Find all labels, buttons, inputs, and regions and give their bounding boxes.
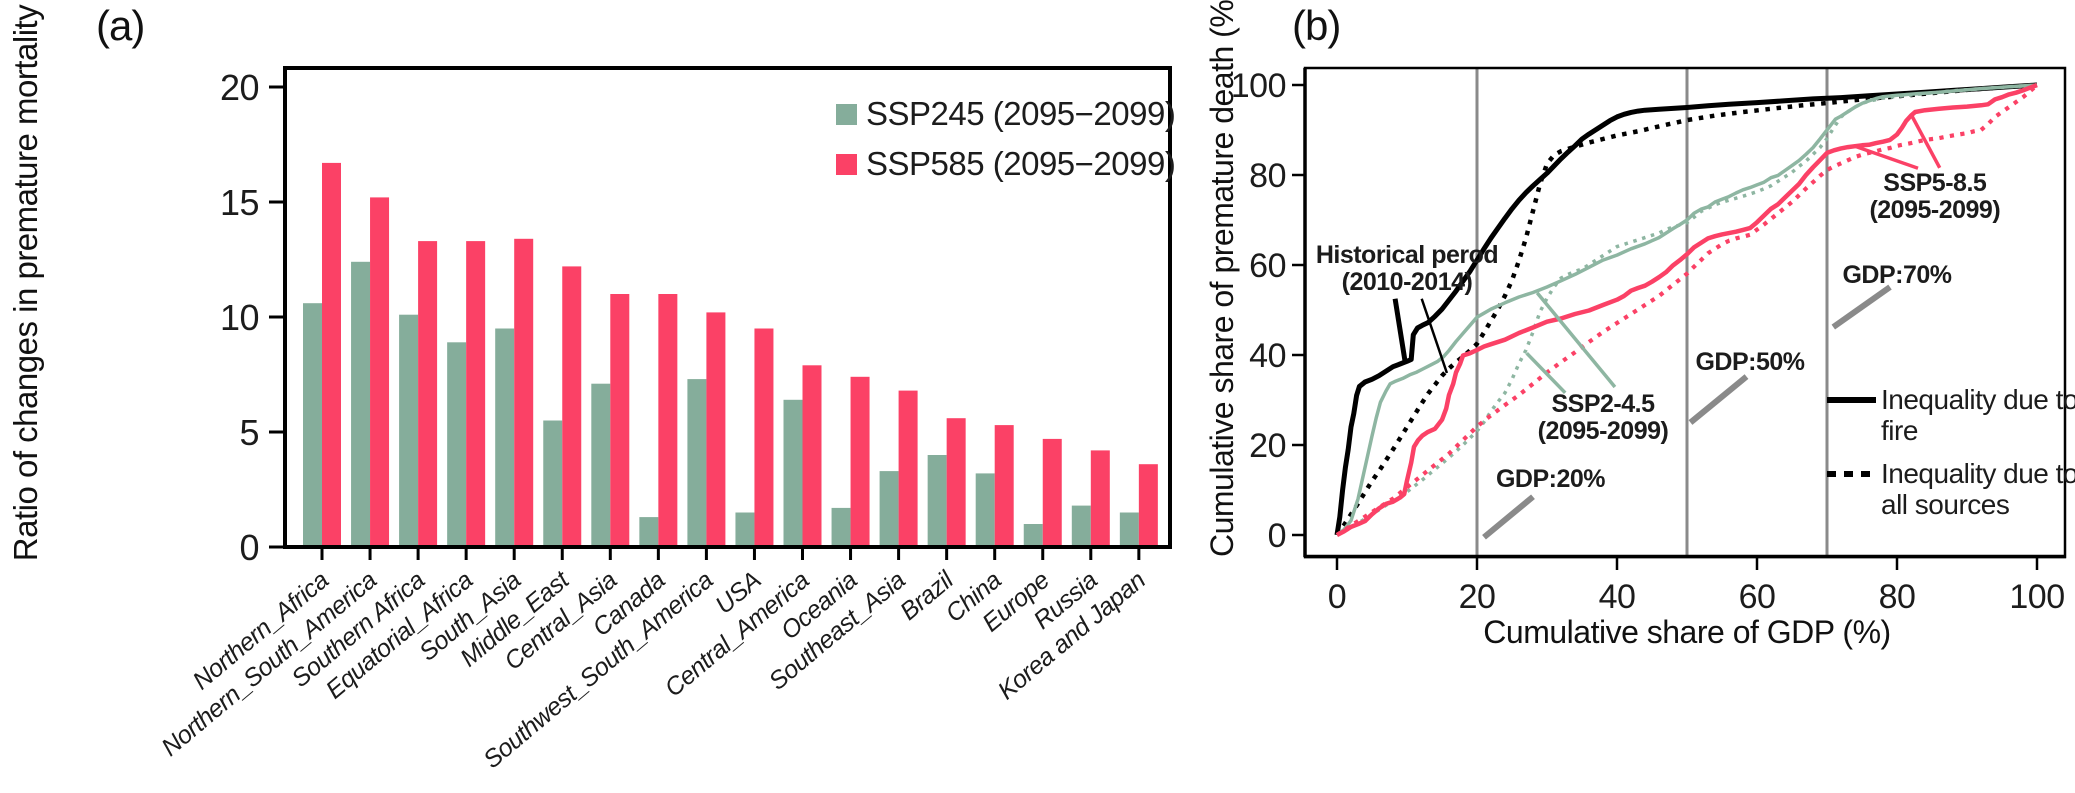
curve-solid [1335,82,2038,538]
bar-ssp585 [466,241,486,547]
bar-ssp585 [706,312,726,547]
annotation-ssp585: SSP5-8.5 [1883,169,1987,197]
y-tick-label: 0 [239,527,259,568]
bar-ssp245 [687,379,707,547]
annotation-ssp245: (2095-2099) [1538,417,1669,445]
bar-ssp585 [514,238,534,548]
bar-ssp585 [322,162,341,547]
panel-a-title: (a) [96,2,145,49]
bar-ssp245 [591,383,611,547]
bar-ssp245 [783,399,803,547]
annotation-ssp585: (2095-2099) [1869,196,2000,224]
bar-ssp585 [610,294,630,547]
y-tick-label: 0 [1268,517,1286,555]
bar-ssp585 [658,294,678,547]
bar-ssp585 [1090,450,1110,547]
annotation-pointer-ssp245 [1535,291,1617,389]
legend-swatch [836,154,857,175]
bar-ssp585 [802,365,822,547]
x-tick-label: 80 [1879,578,1916,616]
bar-ssp245 [975,473,995,547]
annotation-pointer-ssp585 [1853,144,1919,170]
y-tick-label: 40 [1249,337,1286,375]
bar-ssp245 [495,328,515,547]
bar-ssp585 [754,328,774,547]
annotation-pointer-ssp245 [1525,351,1567,395]
bar-ssp245 [1119,512,1139,547]
bar-ssp245 [351,261,371,547]
bar-ssp585 [946,418,966,547]
bar-ssp585 [850,376,870,547]
bar-ssp585 [898,390,918,547]
bar-ssp245 [927,455,947,547]
x-tick-label: 40 [1599,578,1636,616]
annotation-pointer-historical [1420,298,1449,374]
legend-label: Inequality due to [1881,458,2075,489]
legend-label: SSP585 (2095−2099) [866,145,1175,182]
bar-ssp585 [1138,464,1158,547]
legend-label: all sources [1881,489,2009,520]
annotation-ssp245: SSP2-4.5 [1551,390,1655,418]
bar-ssp585 [418,241,438,547]
annotation-pointer-gdp20 [1482,494,1535,540]
bar-ssp245 [543,420,563,547]
y-tick-label: 5 [239,412,259,453]
bar-ssp245 [639,517,659,547]
curve-dotted [1335,83,2039,537]
panel-a-frame [283,66,1172,549]
y-tick-label: 20 [220,67,259,108]
legend-label: SSP245 (2095−2099) [866,95,1175,132]
panel-a-y-axis-label: Ratio of changes in premature mortality [7,4,44,562]
bar-ssp585 [562,266,582,547]
panel-b-x-axis-label: Cumulative share of GDP (%) [1483,614,1891,650]
bar-ssp245 [1023,524,1043,547]
annotation-historical: Historical perod [1316,241,1498,269]
bar-ssp245 [879,471,899,547]
x-tick-label: 0 [1328,578,1346,616]
bar-ssp245 [1071,505,1091,547]
legend-label: Inequality due to [1881,384,2075,415]
y-tick-label: 10 [220,297,259,338]
curve-solid [1334,82,2038,536]
legend-swatch [836,104,857,125]
annotation-historical: (2010-2014) [1342,268,1473,296]
x-tick-label: 20 [1459,578,1496,616]
bar-ssp245 [447,342,467,547]
panel-a-bar-chart: 05101520Northern_AfricaNorthern_South_Am… [156,66,1176,774]
annotation-gdp50: GDP:50% [1695,348,1804,376]
annotation-pointer-gdp50 [1688,374,1749,425]
panel-b-line-chart: 0 20 40 60 80 100 0 20 40 60 80 100 Historical perod… [1231,66,2075,616]
bar-ssp245 [735,512,755,547]
bar-ssp585 [994,425,1014,547]
panel-b-title: (b) [1292,2,1341,49]
annotation-gdp20: GDP:20% [1496,465,1605,493]
annotation-gdp70: GDP:70% [1842,261,1951,289]
bar-ssp245 [399,314,419,547]
y-tick-label: 20 [1249,427,1286,465]
y-tick-label: 100 [1231,67,1286,105]
y-tick-label: 60 [1249,247,1286,285]
x-tick-label: 60 [1739,578,1776,616]
bar-ssp245 [831,507,851,547]
bar-ssp245 [303,303,322,547]
y-tick-label: 15 [220,182,259,223]
bar-ssp585 [370,197,390,547]
bar-ssp585 [1042,438,1062,547]
annotation-pointer-ssp585 [1909,113,1942,169]
annotation-pointer-gdp70 [1831,284,1892,330]
annotation-pointer-historical [1392,298,1408,361]
y-tick-label: 80 [1249,157,1286,195]
legend-label: fire [1881,415,1918,446]
x-tick-label: 100 [2009,578,2064,616]
